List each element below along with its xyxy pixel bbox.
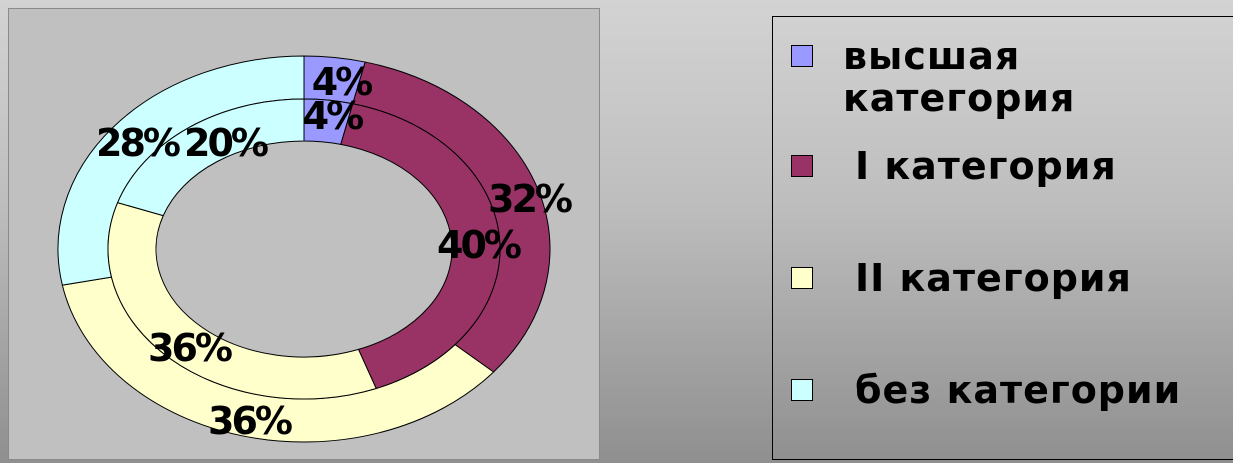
legend-swatch (791, 45, 813, 67)
legend-swatch (791, 155, 813, 177)
legend-item-second: II категория (791, 257, 1233, 299)
legend: высшая категория I категория II категори… (772, 16, 1233, 460)
data-label-outer-second: 36% (208, 399, 292, 443)
data-label-outer-none: 28% (96, 121, 180, 165)
data-label-inner-second: 36% (148, 326, 232, 370)
legend-item-first: I категория (791, 145, 1233, 187)
legend-item-none: без категории (791, 369, 1233, 411)
slice-inner-first (340, 103, 501, 390)
slice-inner-second (107, 202, 377, 400)
legend-label: I категория (855, 144, 1117, 188)
data-label-outer-highest: 4% (312, 60, 372, 104)
doughnut-chart: 4% 32% 36% 28% 4% 40% 36% 20% (57, 55, 575, 443)
legend-swatch (791, 267, 813, 289)
plot-area: 4% 32% 36% 28% 4% 40% 36% 20% (8, 8, 600, 460)
legend-item-highest: высшая категория (791, 35, 1233, 119)
data-label-inner-first: 40% (437, 223, 521, 267)
legend-swatch (791, 379, 813, 401)
legend-label: без категории (855, 368, 1182, 412)
slice-inner-none (116, 98, 305, 217)
legend-label: II категория (855, 256, 1132, 300)
data-label-outer-first: 32% (488, 177, 572, 221)
data-label-inner-highest: 4% (303, 94, 363, 138)
data-label-inner-none: 20% (184, 121, 268, 165)
legend-label: высшая категория (843, 34, 1076, 120)
